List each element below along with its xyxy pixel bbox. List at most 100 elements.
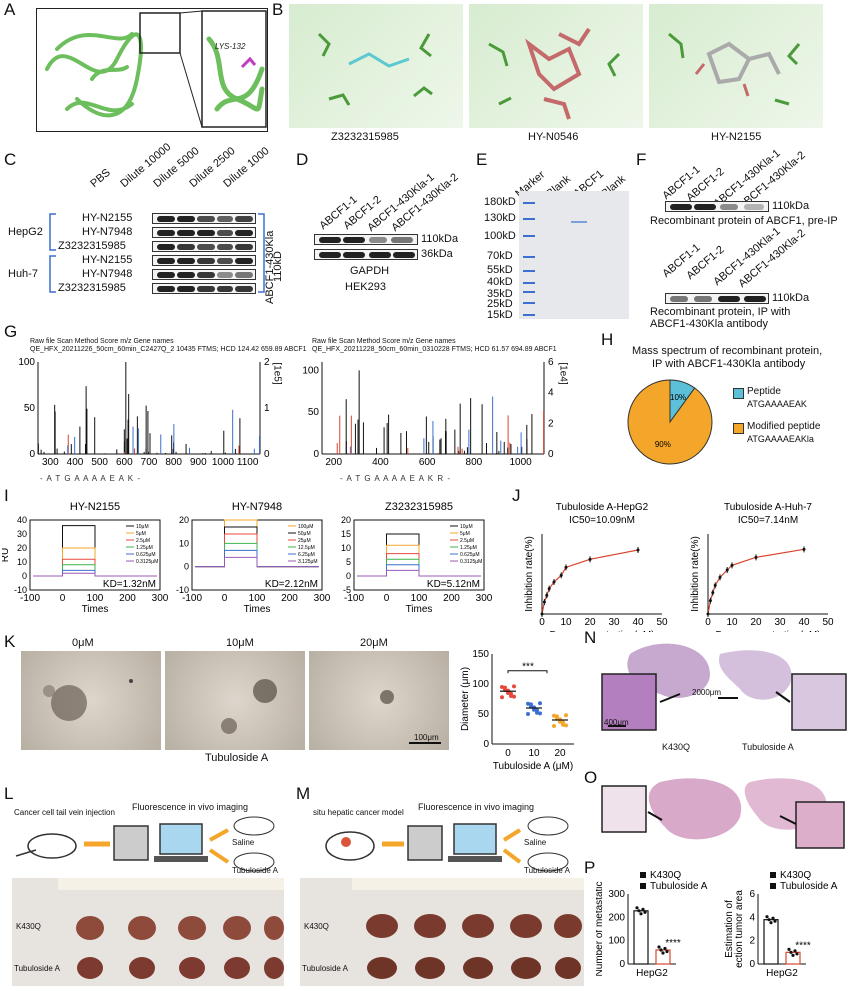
m-saline: Saline [524,838,547,847]
dot [767,918,771,922]
dot [552,724,556,728]
x-tick-label: 400 [372,457,389,468]
l-lung-photo [12,878,284,986]
y-tick-label: 10 [17,557,27,567]
dot [635,906,639,910]
h-legend-0: Peptide [747,386,781,397]
dot [795,952,799,956]
h-title-2: IP with ABCF1-430Kla antibody [652,358,806,370]
e-mw-1: 130kD [484,212,516,224]
x-axis-label: Times [406,604,433,615]
y-axis-label: Number of metastatic [596,881,605,976]
e-mw-6: 35kD [487,288,513,300]
dot [665,949,669,954]
y-tick-label: 0 [483,739,489,750]
dot [552,713,556,718]
data-point [711,591,715,595]
k-conc-1: 10μM [226,637,254,649]
legend-label: 10μM [136,524,149,530]
bar [785,951,801,965]
y-tick-label: 5 [346,557,351,567]
dot [789,950,793,954]
docking-image-2 [469,4,643,128]
x-tick-label: 100 [87,593,104,604]
data-point [713,583,717,587]
legend-label: 100μM [298,524,313,530]
c-row-5: Z3232315985 [58,282,126,294]
h-legend-1-sub: ATGAAAAEAKla [747,434,814,444]
sensorgram-series [357,569,481,577]
plot-frame [29,519,161,591]
dot [787,947,791,951]
y-tick-label: -10 [14,585,27,595]
compound-3-label: HY-N2155 [711,131,762,143]
y-tick-label: 0 [22,571,27,581]
data-point [588,557,592,561]
x-tick-label: 0 [222,593,228,604]
dot [500,685,504,689]
legend-label: Tubuloside A [650,881,708,892]
d-marker-0: 110kDa [421,233,459,245]
l-saline: Saline [232,838,255,847]
ic50-value: IC50=7.14nM [738,515,798,526]
x-tick-label: 0 [384,593,390,604]
pie-label: 90% [655,440,671,449]
data-point [730,563,734,567]
data-point [552,580,556,584]
x-tick-label: 10 [560,617,572,628]
y-tick-label: 200 [608,912,625,923]
y-tick-label: 6 [749,889,755,900]
dot [558,719,562,724]
data-point [545,593,549,597]
dot [506,691,510,695]
dot [535,710,539,715]
y-tick-label: 0 [313,449,319,460]
y-tick-label: 0 [184,562,189,572]
e-mw-3: 70kD [487,250,513,262]
c-row-2: Z3232315985 [58,240,126,252]
d-blot-gapdh [314,249,418,260]
x-tick-label: 1000 [212,457,235,468]
d-cell: HEK293 [345,281,386,293]
panel-b-letter: B [272,0,284,19]
sensorgram-series [33,572,157,577]
legend-label: 1.25μM [460,545,477,551]
x-tick-label: 50 [656,617,668,628]
x-tick-label: 20 [554,748,566,759]
l-row-1: Tubuloside A [14,964,60,973]
bar [655,949,671,965]
k-conc-2: 20μM [360,637,388,649]
x-tick-label: 100 [411,593,428,604]
dot [659,948,663,952]
dot [637,909,641,913]
legend-label: 5μM [460,531,470,537]
i-sensorgrams: HY-N2155-100 0 100 200 300-10010203040TimesR… [2,501,493,615]
e-mw-5: 40kD [487,276,513,288]
panel-l-letter: L [4,784,14,803]
x-tick-label: 600 [116,457,133,468]
f-marker-pre: 110kDa [772,200,810,212]
dot [538,701,542,706]
panel-d-letter: D [296,150,309,169]
m-row-0: K430Q [304,922,329,931]
y2-tick-label: 0 [264,449,270,460]
data-point [547,587,551,591]
x-tick-label: 0 [505,748,511,759]
dot [771,916,775,920]
m-drug: Tubuloside A [524,866,570,875]
panel-f-letter: F [636,150,647,169]
legend-label: 0.3125μM [136,559,158,565]
dot [564,713,568,718]
panel-i-letter: I [4,486,9,505]
y-tick-label: 30 [17,529,27,539]
e-mw-8: 15kD [487,309,513,321]
panel-c-letter: C [4,150,17,169]
y2-tick-label: 6 [548,357,554,368]
h-legend-swatch-0 [733,388,744,399]
y-axis-label: RU [2,548,11,562]
h-title-1: Mass spectrum of recombinant protein, [632,345,823,357]
g-left-exp: [1e5] [271,362,283,385]
x-tick-label: 50 [822,617,834,628]
x-tick-label: -100 [20,593,40,604]
dot [793,949,797,953]
